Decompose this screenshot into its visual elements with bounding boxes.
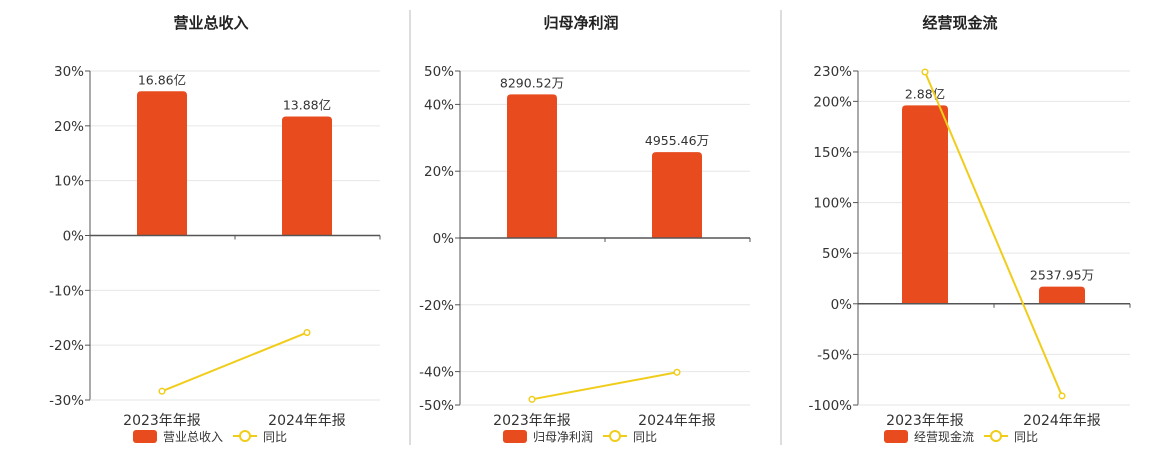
panel-2-bar-label-1: 8290.52万 xyxy=(500,75,564,90)
panel-3-y-tick-label: 150% xyxy=(813,145,852,161)
panel-1-y-tick-label: 30% xyxy=(54,64,84,80)
panel-1-category-label-1: 2023年年报 xyxy=(123,413,201,429)
panel-1-bar-label-2: 13.88亿 xyxy=(283,98,331,113)
panel-3-legend-bar-swatch xyxy=(884,430,908,443)
panel-2-title: 归母净利润 xyxy=(543,14,618,32)
panel-3-bar-2 xyxy=(1039,286,1085,304)
panel-2-y-tick-label: 40% xyxy=(424,97,454,113)
panel-3-y-tick-label: 230% xyxy=(813,64,852,80)
panel-3-legend-line-marker xyxy=(990,430,1002,442)
panel-2-y-tick-label: -50% xyxy=(419,398,454,414)
panel-3-bar-1 xyxy=(902,105,948,304)
panel-1-bar-label-1: 16.86亿 xyxy=(138,72,186,87)
panel-2-bar-1 xyxy=(507,94,557,238)
panel-1-legend-line-label: 同比 xyxy=(263,430,287,444)
panel-3-y-tick-label: -50% xyxy=(817,347,852,363)
panel-3-title: 经营现金流 xyxy=(922,14,997,32)
panel-1-bar-1 xyxy=(137,91,187,236)
panel-2-category-label-1: 2023年年报 xyxy=(493,413,571,429)
panel-2-bar-2 xyxy=(652,152,702,238)
panel-3-bar-label-2: 2537.95万 xyxy=(1030,268,1094,283)
panel-2-yoy-point-1 xyxy=(528,395,536,403)
panel-1-legend-bar-label: 营业总收入 xyxy=(163,430,223,444)
panel-3-y-tick-label: 200% xyxy=(813,94,852,110)
panel-2-y-tick-label: 20% xyxy=(424,164,454,180)
panel-3-y-tick-label: -100% xyxy=(809,398,853,414)
panel-2-y-tick-label: 50% xyxy=(424,64,454,80)
panel-1-category-label-2: 2024年年报 xyxy=(268,413,346,429)
panel-3-yoy-point-2 xyxy=(1058,392,1066,400)
panel-2-y-tick-label: 0% xyxy=(433,231,455,247)
panel-3-y-tick-label: 100% xyxy=(813,196,852,212)
panel-1-bar-2 xyxy=(282,116,332,236)
panel-1-y-tick-label: -30% xyxy=(49,393,84,409)
panel-1-y-tick-label: -10% xyxy=(49,283,84,299)
panel-1-yoy-line xyxy=(161,331,308,393)
panel-2-legend-bar-label: 归母净利润 xyxy=(533,430,593,444)
panel-1-y-tick-label: -20% xyxy=(49,338,84,354)
panel-1-legend-bar-swatch xyxy=(133,430,157,443)
panel-3-legend-bar-label: 经营现金流 xyxy=(914,429,974,444)
panel-2-y-tick-label: -40% xyxy=(419,365,454,381)
panel-1-yoy-point-1 xyxy=(158,387,166,395)
panel-2-legend-bar-swatch xyxy=(503,430,527,443)
panel-2-legend-line-label: 同比 xyxy=(633,430,657,444)
panel-3-bar-label-1: 2.88亿 xyxy=(905,86,945,101)
panel-1-y-tick-label: 20% xyxy=(54,119,84,135)
panel-1-legend-line-marker xyxy=(239,430,251,442)
panel-3-category-label-2: 2024年年报 xyxy=(1023,413,1101,429)
panel-3-yoy-line xyxy=(924,71,1063,397)
panel-2-yoy-point-2 xyxy=(673,368,681,376)
panel-2-category-label-2: 2024年年报 xyxy=(638,413,716,429)
panel-3-y-tick-label: 0% xyxy=(831,297,853,313)
panel-2-legend-line-marker xyxy=(609,430,621,442)
panel-1-title: 营业总收入 xyxy=(173,14,248,32)
panel-2-bar-label-2: 4955.46万 xyxy=(645,133,709,148)
panel-3-category-label-1: 2023年年报 xyxy=(886,413,964,429)
panel-1-y-tick-label: 10% xyxy=(54,174,84,190)
panel-3-y-tick-label: 50% xyxy=(822,246,852,262)
panel-1-y-tick-label: 0% xyxy=(63,229,85,245)
panel-2-y-tick-label: -20% xyxy=(419,298,454,314)
panel-3-legend-line-label: 同比 xyxy=(1014,430,1038,444)
panel-1-yoy-point-2 xyxy=(303,329,311,337)
panel-2-yoy-line xyxy=(531,371,678,401)
panel-3-yoy-point-1 xyxy=(921,68,929,76)
